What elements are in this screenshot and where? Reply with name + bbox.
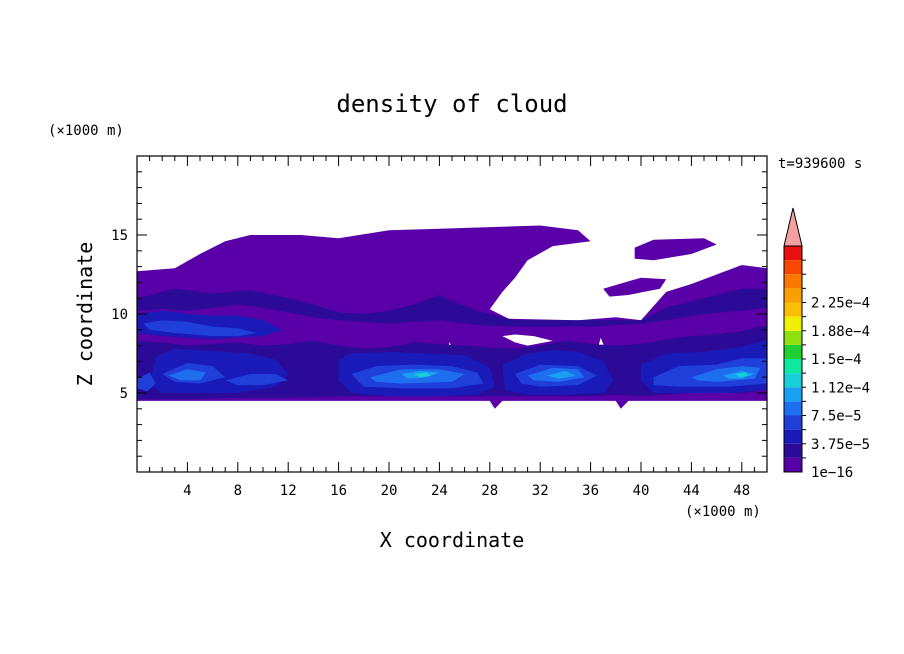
chart-title: density of cloud xyxy=(336,90,567,118)
x-tick-label: 32 xyxy=(532,483,549,499)
cloud-density-region-2 xyxy=(137,288,767,400)
colorbar-tick-label: 1.88e−4 xyxy=(811,324,870,340)
colorbar-extend-arrow xyxy=(783,207,803,247)
x-axis-label: X coordinate xyxy=(380,528,525,552)
colorbar-swatch xyxy=(784,359,802,374)
y-axis-label: Z coordinate xyxy=(73,242,97,387)
colorbar-tick-label: 1e−16 xyxy=(811,465,853,481)
colorbar-swatch xyxy=(784,274,802,289)
colorbar-swatch xyxy=(784,415,802,430)
colorbar-swatch xyxy=(784,246,802,261)
cloud-density-region-1 xyxy=(603,238,717,297)
colorbar-tick-label: 1.12e−4 xyxy=(811,380,870,396)
colorbar-swatch xyxy=(784,316,802,331)
colorbar-tick-label: 7.5e−5 xyxy=(811,409,862,425)
x-tick-label: 36 xyxy=(582,483,599,499)
y-tick-label: 10 xyxy=(111,307,128,323)
x-tick-label: 24 xyxy=(431,483,448,499)
x-tick-label: 16 xyxy=(330,483,347,499)
x-tick-label: 28 xyxy=(481,483,498,499)
colorbar-swatch xyxy=(784,260,802,275)
colorbar-tick-label: 3.75e−5 xyxy=(811,437,870,453)
x-tick-label: 12 xyxy=(280,483,297,499)
y-tick-label: 15 xyxy=(111,228,128,244)
colorbar-swatch xyxy=(784,443,802,458)
y-unit-label: (×1000 m) xyxy=(48,123,124,139)
y-tick-label: 5 xyxy=(120,386,128,402)
colorbar-swatch xyxy=(784,344,802,359)
x-tick-label: 8 xyxy=(234,483,242,499)
colorbar-swatch xyxy=(784,457,802,472)
colorbar-swatch xyxy=(784,401,802,416)
colorbar: 1e−16 3.75e−5 7.5e−5 1.12e−4 1.5e−4 1.88e−4 2.… xyxy=(783,207,870,481)
colorbar-swatch xyxy=(784,288,802,303)
colorbar-swatch xyxy=(784,387,802,402)
colorbar-tick-label: 2.25e−4 xyxy=(811,296,870,312)
cloud-density-region-3 xyxy=(137,310,767,397)
colorbar-swatch xyxy=(784,429,802,444)
contour-field-layer xyxy=(137,225,767,409)
colorbar-swatch xyxy=(784,302,802,317)
colorbar-swatch xyxy=(784,330,802,345)
x-tick-label: 4 xyxy=(183,483,191,499)
x-tick-label: 44 xyxy=(683,483,700,499)
x-tick-label: 48 xyxy=(733,483,750,499)
x-tick-label: 20 xyxy=(381,483,398,499)
x-tick-label: 40 xyxy=(633,483,650,499)
x-unit-label: (×1000 m) xyxy=(685,504,761,520)
colorbar-tick-label: 1.5e−4 xyxy=(811,352,862,368)
time-label: t=939600 s xyxy=(778,156,862,172)
colorbar-swatch xyxy=(784,373,802,388)
